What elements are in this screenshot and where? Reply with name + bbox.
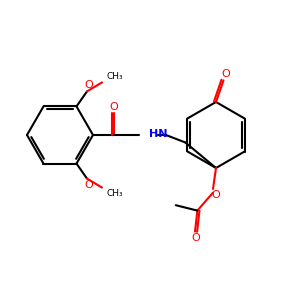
Text: O: O bbox=[212, 190, 220, 200]
Text: O: O bbox=[110, 102, 118, 112]
Text: O: O bbox=[84, 180, 93, 190]
Text: CH₃: CH₃ bbox=[106, 189, 123, 198]
Text: O: O bbox=[192, 233, 201, 243]
Text: O: O bbox=[84, 80, 93, 90]
Text: HN: HN bbox=[149, 129, 168, 140]
Text: O: O bbox=[221, 69, 230, 79]
Text: CH₃: CH₃ bbox=[106, 72, 123, 81]
